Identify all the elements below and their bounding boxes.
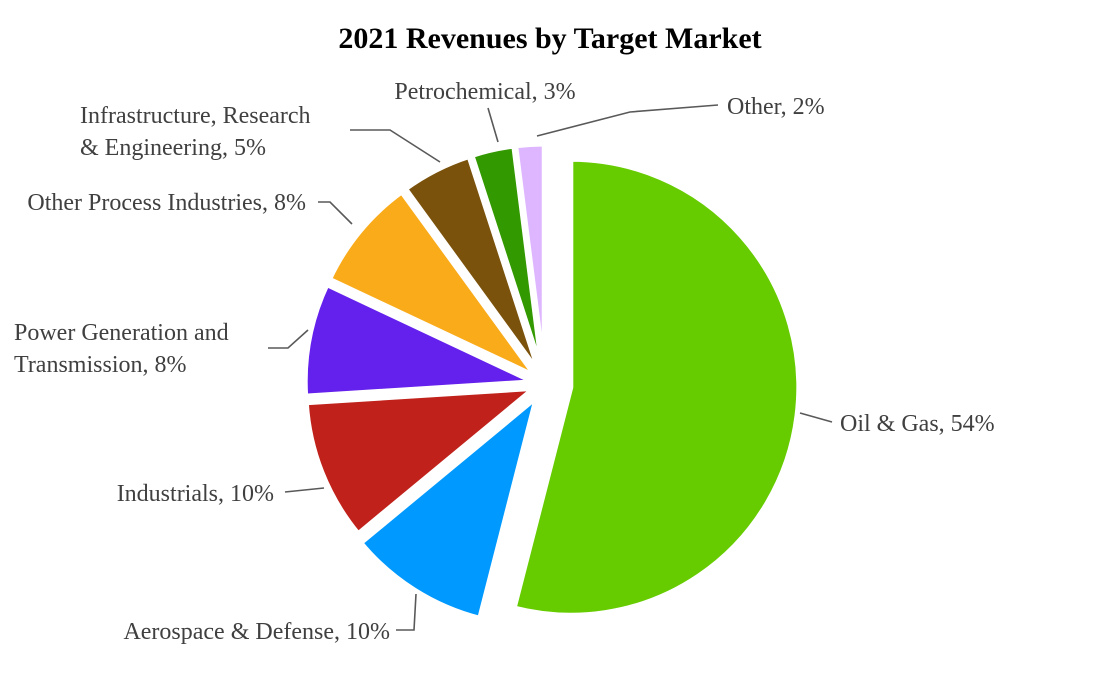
slice-industrials xyxy=(303,385,542,538)
slice-aerospace-defense xyxy=(357,390,541,622)
leader-line-oil-gas xyxy=(799,412,833,423)
slice-labels: Oil & Gas, 54% Aerospace & Defense, 10% In… xyxy=(14,79,995,645)
slice-other-process-industries xyxy=(326,188,538,379)
leader-line-power-generation-and-transmission xyxy=(268,329,309,349)
slice-label-power-generation-and-transmission: Power Generation and Transmission, 8% xyxy=(14,320,229,378)
slice-infrastructure-research-engineering xyxy=(402,153,542,375)
leader-line-petrochemical xyxy=(487,107,499,143)
slice-label-other: Other, 2% xyxy=(727,94,825,120)
slice-label-other-process-industries: Other Process Industries, 8% xyxy=(27,190,306,216)
slice-label-oil-gas: Oil & Gas, 54% xyxy=(840,411,995,437)
pie-slices xyxy=(302,141,802,622)
slice-power-generation-and-transmission xyxy=(302,281,535,399)
slice-other xyxy=(512,141,547,373)
leader-line-other xyxy=(536,104,719,137)
leader-line-aerospace-defense xyxy=(396,593,417,631)
leader-line-industrials xyxy=(284,487,325,493)
leader-line-other-process-industries xyxy=(318,201,353,225)
chart-title: 2021 Revenues by Target Market xyxy=(338,22,762,55)
slice-label-aerospace-defense: Aerospace & Defense, 10% xyxy=(123,619,390,645)
slice-label-industrials: Industrials, 10% xyxy=(117,481,274,507)
slice-label-infrastructure-research-engineering: Infrastructure, Research & Engineering, 5… xyxy=(80,103,311,161)
slice-oil-gas xyxy=(511,156,802,618)
leader-line-infrastructure-research-engineering xyxy=(350,129,441,163)
slice-label-petrochemical: Petrochemical, 3% xyxy=(394,79,575,105)
leader-lines xyxy=(268,104,833,631)
